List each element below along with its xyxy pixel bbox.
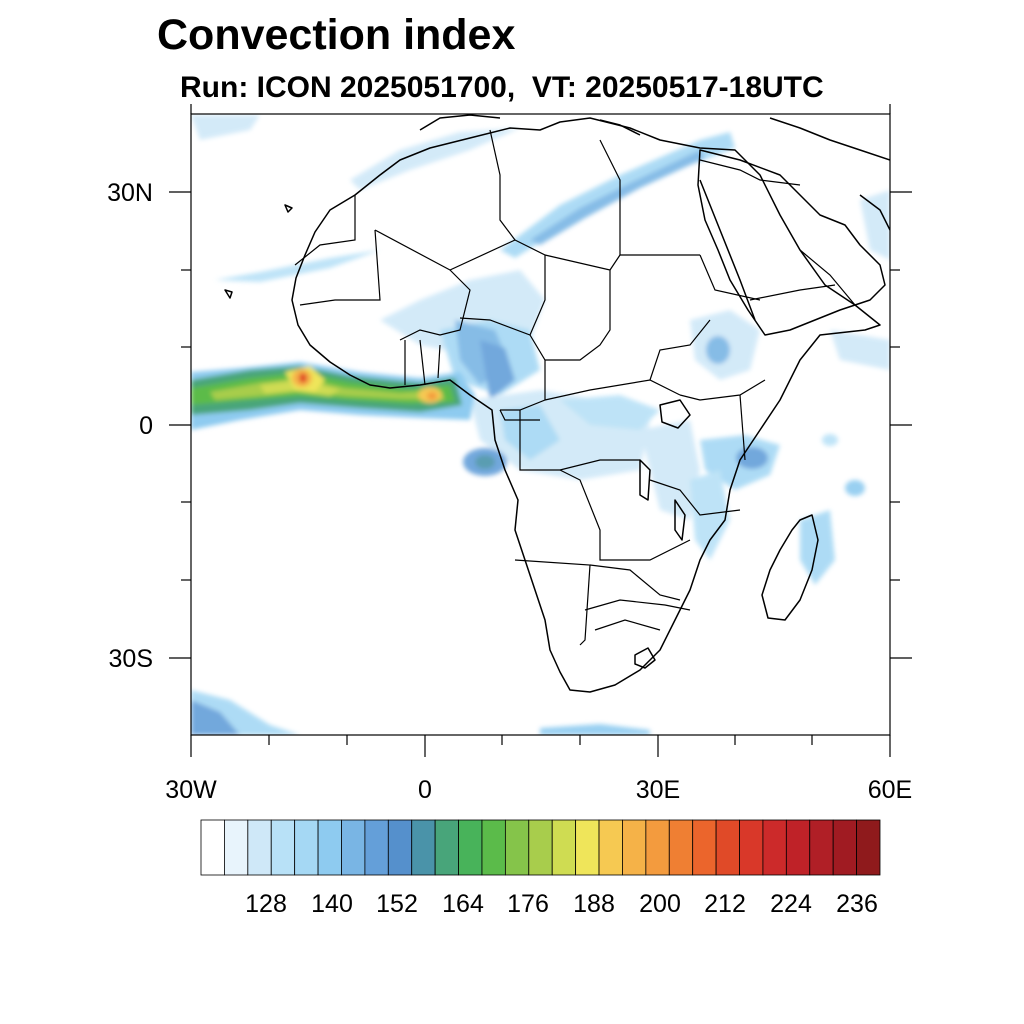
colorbar-label: 140 (311, 890, 353, 918)
colorbar-swatch (224, 819, 249, 876)
country-borders (294, 129, 856, 646)
colorbar-swatch (481, 819, 506, 876)
colorbar-swatch (809, 819, 834, 876)
x-tick-label: 0 (418, 776, 432, 804)
colorbar-swatch (458, 819, 483, 876)
x-tick-label: 30E (636, 776, 680, 804)
colorbar-swatch (692, 819, 717, 876)
y-tick-label: 0 (139, 412, 153, 440)
colorbar-label: 200 (639, 890, 681, 918)
colorbar-label: 224 (770, 890, 812, 918)
chart-title: Convection index (157, 11, 516, 59)
colorbar-label: 212 (704, 890, 746, 918)
colorbar-swatch (364, 819, 389, 876)
colorbar-swatch (387, 819, 413, 876)
colorbar-swatch (551, 819, 577, 876)
x-axis-labels: 30W 0 30E 60E (165, 776, 912, 804)
colorbar-label: 176 (507, 890, 549, 918)
x-tick-label: 30W (165, 776, 217, 804)
colorbar-swatch (715, 819, 740, 876)
convection-field (191, 115, 890, 735)
colorbar-label: 152 (376, 890, 418, 918)
chart-subtitle: Run: ICON 2025051700, VT: 20250517-18UTC (180, 71, 824, 104)
y-tick-label: 30S (109, 645, 153, 673)
colorbar (200, 819, 881, 876)
x-tick-label: 60E (868, 776, 912, 804)
colorbar-swatch (645, 819, 670, 876)
y-tick-label: 30N (107, 179, 153, 207)
colorbar-swatch (411, 819, 436, 876)
colorbar-swatch (434, 819, 459, 876)
colorbar-swatch (294, 819, 319, 876)
colorbar-swatch (528, 819, 553, 876)
colorbar-label: 236 (836, 890, 878, 918)
colorbar-swatch (598, 819, 623, 876)
colorbar-swatch (317, 819, 342, 876)
colorbar-swatch (247, 819, 272, 876)
colorbar-label: 128 (245, 890, 287, 918)
colorbar-swatch (504, 819, 530, 876)
colorbar-swatch (341, 819, 366, 876)
colorbar-swatch (270, 819, 296, 876)
colorbar-swatch (622, 819, 647, 876)
colorbar-label: 164 (442, 890, 484, 918)
colorbar-swatch (575, 819, 600, 876)
colorbar-swatch (739, 819, 764, 876)
axis-ticks (169, 104, 912, 757)
colorbar-swatch (668, 819, 694, 876)
colorbar-label: 188 (573, 890, 615, 918)
y-axis-labels: 30N 0 30S (107, 179, 153, 673)
colorbar-swatch (200, 819, 225, 876)
colorbar-swatch (832, 819, 857, 876)
colorbar-swatch (785, 819, 811, 876)
colorbar-swatch (762, 819, 787, 876)
colorbar-swatch (856, 819, 881, 876)
colorbar-labels: 128 140 152 164 176 188 200 212 224 236 (245, 890, 878, 918)
